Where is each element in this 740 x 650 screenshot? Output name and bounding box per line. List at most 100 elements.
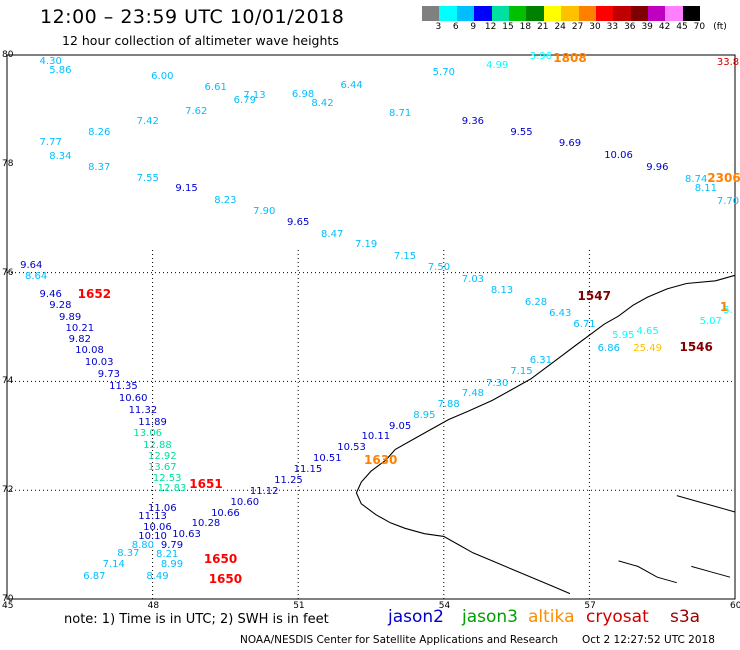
y-tick-label: 76	[2, 267, 14, 278]
wave-height-value: 8.99	[160, 559, 184, 571]
wave-height-value: 4.30	[39, 55, 62, 67]
wave-height-value: 9.36	[461, 116, 485, 128]
wave-height-value: 7.50	[427, 262, 451, 274]
wave-height-value: 12.83	[157, 483, 187, 495]
wave-height-value: 5.70	[432, 67, 455, 79]
color-scale-label: 30	[589, 22, 601, 32]
wave-height-value: 8.23	[214, 194, 237, 206]
wave-height-value: 7.70	[716, 195, 740, 207]
wave-height-value: 4.99	[486, 59, 509, 71]
y-tick-label: 72	[2, 485, 14, 496]
y-tick-label: 80	[2, 50, 14, 60]
wave-height-value: 7.48	[461, 388, 485, 400]
pass-time-label: 2306	[707, 171, 740, 186]
wave-height-value: 13.67	[147, 461, 177, 473]
wave-height-value: 9.65	[287, 217, 310, 229]
wave-height-value: 9.28	[49, 300, 72, 312]
coastline-novaya-zemlya	[355, 274, 736, 595]
wave-height-value: 10.66	[211, 507, 240, 519]
wave-height-value: 9.82	[68, 334, 91, 346]
color-swatch	[613, 6, 631, 21]
wave-height-value: 10.60	[118, 392, 148, 404]
wave-height-value: 8.80	[131, 539, 155, 551]
page-subtitle: 12 hour collection of altimeter wave hei…	[62, 33, 339, 48]
wave-height-value: 7.14	[102, 558, 125, 570]
wave-height-value: 7.42	[136, 116, 159, 128]
wave-height-value: 11.13	[138, 511, 167, 523]
credit-text: NOAA/NESDIS Center for Satellite Applica…	[240, 634, 558, 646]
x-tick-label: 60	[730, 601, 740, 611]
wave-height-value: 10.03	[84, 356, 114, 368]
wave-height-value: 9.15	[175, 183, 198, 195]
wave-height-value: 3.96	[529, 50, 552, 62]
wave-height-value: 7.90	[253, 205, 276, 217]
color-scale-label: 24	[554, 22, 566, 32]
wave-height-value: 7.77	[39, 137, 62, 149]
wave-height-value: 9.89	[58, 311, 82, 323]
wave-height-value: 9.79	[160, 540, 184, 552]
color-swatch	[491, 6, 509, 21]
wave-height-value: 8.74	[685, 173, 708, 185]
legend-entry-jason2: jason2	[388, 607, 444, 627]
wave-height-value: 9.69	[558, 138, 582, 150]
pass-time-label: 1547	[577, 288, 611, 303]
wave-height-value: 11.06	[147, 502, 177, 514]
wave-height-value: 10.08	[75, 345, 104, 357]
y-tick-label: 78	[2, 158, 14, 169]
color-swatch	[682, 6, 701, 21]
wave-height-value: 6.86	[597, 342, 620, 354]
wave-height-value: 10.60	[230, 496, 260, 508]
wave-height-value: 8.13	[490, 285, 514, 297]
wave-height-value: 10.10	[138, 530, 167, 542]
color-swatch	[422, 6, 440, 21]
color-swatch	[439, 6, 457, 21]
wave-height-value: 9.64	[20, 260, 43, 272]
wave-height-value: 5.86	[49, 64, 72, 76]
y-tick-label: 70	[2, 594, 14, 604]
wave-height-value: 9.46	[39, 288, 62, 300]
color-scale-unit: (ft)	[713, 22, 727, 32]
wave-height-value: 8.34	[49, 150, 72, 162]
pass-time-label: 1650	[208, 572, 243, 587]
pass-time-label: 1650	[203, 551, 238, 566]
wave-height-value: 13.06	[133, 428, 163, 440]
pass-time-label: 1808	[553, 51, 587, 66]
y-tick-label: 74	[2, 376, 14, 387]
color-scale-label: 70	[693, 22, 706, 32]
pass-time-label: 1652	[77, 287, 112, 302]
wave-height-value: 8.37	[88, 161, 111, 173]
x-tick-label: 45	[2, 601, 14, 611]
wave-height-value: 8.47	[321, 228, 344, 240]
wave-height-value: 4.65	[636, 326, 659, 338]
color-swatch	[543, 6, 562, 21]
wave-height-value: 6.79	[233, 94, 256, 106]
wave-height-value: 10.28	[191, 518, 221, 530]
wave-height-value: 6.28	[524, 296, 548, 308]
wave-height-value: 11.32	[128, 404, 158, 416]
color-scale-label: 18	[519, 22, 532, 32]
pass-time-label: 1630	[364, 453, 398, 468]
color-scale-labels: 3 6 9 12 15 18 21 24 27 30 33 36 39 42 45 70 (ft)	[422, 22, 736, 34]
wave-height-value: 11.12	[249, 485, 279, 497]
wave-height-value: 9.55	[510, 127, 533, 139]
wave-height-value: 10.53	[337, 442, 366, 454]
wave-height-value: 8.95	[413, 409, 436, 421]
color-swatch	[474, 6, 492, 21]
wave-height-value: 12.92	[147, 451, 177, 463]
generated-timestamp: Oct 2 12:27:52 UTC 2018	[582, 634, 715, 646]
color-scale-label: 12	[484, 22, 497, 32]
color-scale-label: 3	[435, 22, 442, 32]
color-swatch	[630, 6, 649, 21]
x-tick-label: 54	[438, 601, 451, 611]
wave-height-value: 7.15	[393, 251, 417, 263]
color-swatch	[508, 6, 527, 21]
legend-entry-jason3: jason3	[462, 607, 518, 627]
pass-time-label: 1	[719, 300, 729, 315]
wave-height-value: 8.37	[117, 548, 140, 560]
color-scale-bar	[422, 6, 701, 21]
color-swatch	[648, 6, 666, 21]
color-scale-label: 42	[658, 22, 671, 32]
wave-height-value: 10.21	[65, 323, 95, 335]
wave-height-value: 8.64	[24, 271, 48, 283]
wave-height-value: 10.63	[172, 529, 201, 541]
